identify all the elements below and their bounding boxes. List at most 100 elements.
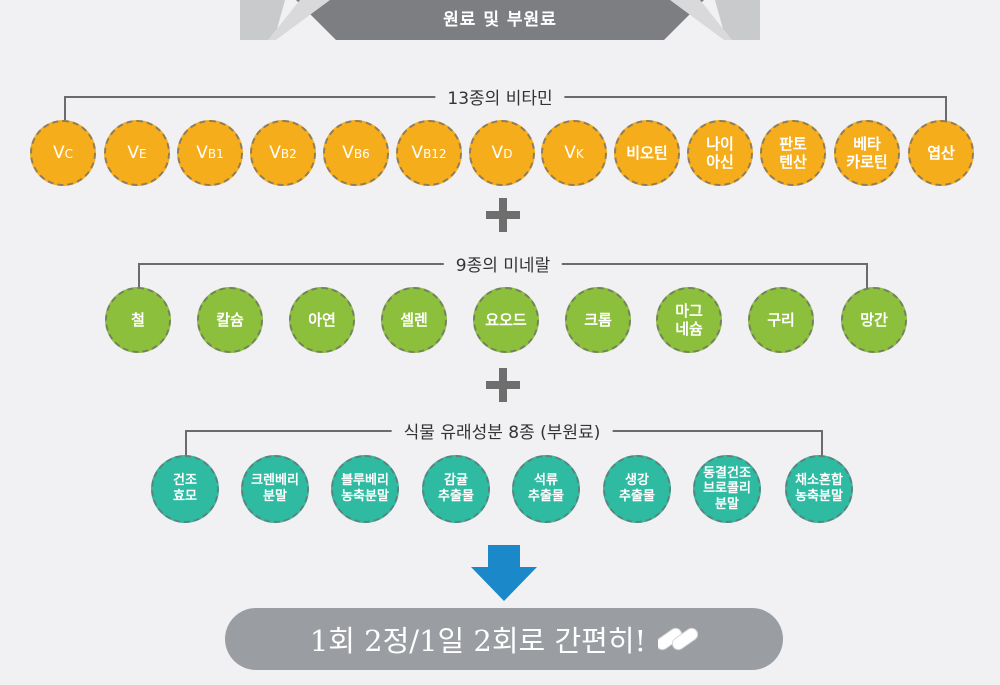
minerals-label: 아연 <box>308 311 336 329</box>
plants-label-line: 분말 <box>715 496 739 512</box>
plants-label: 동결건조 브로콜리 분말 <box>703 466 751 513</box>
vitamin-letter: V <box>127 142 140 163</box>
vitamins-label-line: 비오틴 <box>626 144 668 162</box>
plants-label-line: 크렌베리 <box>251 473 299 489</box>
vitamin-subscript: B2 <box>280 146 297 161</box>
plants-label-line: 블루베리 <box>341 473 389 489</box>
vitamin-subscript: E <box>139 146 147 161</box>
minerals-label-line: 망간 <box>860 311 888 329</box>
minerals-label: 철 <box>131 311 145 329</box>
vitamins-label-line: 엽산 <box>927 144 955 162</box>
banner-title: 원료 및 부원료 <box>443 10 557 30</box>
plants-label: 채소혼합 농축분말 <box>795 473 843 504</box>
vitamins-label: 베타 카로틴 <box>846 135 887 171</box>
vitamin-letter: V <box>491 142 504 163</box>
minerals-circle: 셀렌 <box>381 287 447 353</box>
minerals-circle: 크롬 <box>565 287 631 353</box>
vitamins-circle: 베타 카로틴 <box>834 120 900 186</box>
plants-circle: 건조 효모 <box>151 455 219 523</box>
plants-label-line: 분말 <box>263 489 287 504</box>
vitamins-label-line: 카로틴 <box>846 153 888 171</box>
plants-label-line: 채소혼합 <box>795 473 843 489</box>
plants-circle: 감귤 추출물 <box>422 455 490 523</box>
minerals-circle: 구리 <box>748 287 814 353</box>
plants-circle: 생강 추출물 <box>603 455 671 523</box>
vitamins-circle: VK <box>541 120 607 186</box>
vitamins-circle: 나이 아신 <box>687 120 753 186</box>
plants-label-line: 동결건조 <box>703 465 751 481</box>
vitamins-label: 비오틴 <box>626 144 667 162</box>
vitamins-label: 엽산 <box>927 144 955 162</box>
minerals-label: 구리 <box>767 311 795 329</box>
plants-label-line: 농축분말 <box>795 489 843 504</box>
plants-label-line: 추출물 <box>619 489 655 504</box>
minerals-label: 망간 <box>860 311 888 329</box>
vitamins-label: VE <box>127 143 146 163</box>
plants-label: 생강 추출물 <box>619 473 655 504</box>
vitamin-letter: V <box>342 142 354 163</box>
down-arrow-icon <box>471 545 537 601</box>
minerals-circle: 칼슘 <box>197 287 263 353</box>
vitamins-label: VK <box>564 143 584 163</box>
minerals-label: 크롬 <box>584 311 612 329</box>
vitamin-subscript: D <box>503 146 513 161</box>
minerals-circle: 아연 <box>289 287 355 353</box>
plants-label: 블루베리 농축분말 <box>341 473 389 504</box>
minerals-circle: 마그 네슘 <box>656 287 722 353</box>
vitamin-subscript: B1 <box>207 146 224 161</box>
plants-label: 건조 효모 <box>173 473 197 504</box>
plants-circle: 채소혼합 농축분말 <box>785 455 853 523</box>
vitamin-subscript: C <box>64 146 74 161</box>
plus-icon <box>484 196 522 234</box>
minerals-label-line: 칼슘 <box>216 311 244 329</box>
vitamin-subscript: B6 <box>353 146 370 161</box>
vitamins-title: 13종의 비타민 <box>435 84 565 109</box>
plants-label-line: 추출물 <box>528 489 564 504</box>
vitamins-label: 판토 텐산 <box>779 135 807 171</box>
plants-circle: 크렌베리 분말 <box>241 455 309 523</box>
minerals-label-line: 마그 <box>675 302 703 320</box>
vitamins-circle: VE <box>104 120 170 186</box>
minerals-label-line: 네슘 <box>675 320 703 338</box>
vitamins-label-line: 텐산 <box>779 153 807 171</box>
minerals-title: 9종의 미네랄 <box>443 251 563 276</box>
vitamin-letter: V <box>411 142 424 163</box>
header-banner: 원료 및 부원료 <box>240 0 760 44</box>
plants-circle: 블루베리 농축분말 <box>331 455 399 523</box>
plants-circle: 동결건조 브로콜리 분말 <box>693 455 761 523</box>
plants-circle: 석류 추출물 <box>512 455 580 523</box>
vitamins-label: VB6 <box>342 143 370 163</box>
vitamins-label-line: 판토 <box>779 135 807 153</box>
minerals-label-line: 아연 <box>308 311 336 329</box>
vitamins-label: VD <box>492 143 513 163</box>
plants-label-line: 건조 <box>173 473 197 489</box>
plants-label-line: 석류 <box>534 473 558 489</box>
vitamins-circle: VB6 <box>323 120 389 186</box>
plants-title: 식물 유래성분 8종 (부원료) <box>391 418 613 443</box>
minerals-circle: 철 <box>105 287 171 353</box>
plants-label-line: 감귤 <box>444 473 468 489</box>
vitamin-subscript: K <box>575 146 584 161</box>
minerals-label-line: 크롬 <box>584 311 612 329</box>
plants-label: 크렌베리 분말 <box>251 473 299 504</box>
minerals-label: 셀렌 <box>400 311 428 329</box>
vitamins-circle: 비오틴 <box>614 120 680 186</box>
plants-label-line: 브로콜리 <box>703 481 751 497</box>
vitamins-label-line: 나이 <box>706 135 734 153</box>
vitamins-circle: VB12 <box>396 120 462 186</box>
vitamins-label-line: 아신 <box>706 153 734 171</box>
result-text: 1회 2정/1일 2회로 간편히! <box>309 624 647 658</box>
minerals-label: 칼슘 <box>216 311 244 329</box>
vitamins-circle: VB1 <box>177 120 243 186</box>
plants-label: 석류 추출물 <box>528 473 564 504</box>
plus-icon <box>484 366 522 404</box>
banner-shape <box>240 0 760 40</box>
vitamins-label: VB12 <box>411 143 446 163</box>
vitamin-letter: V <box>52 142 65 163</box>
plants-label-line: 농축분말 <box>341 489 389 504</box>
vitamin-subscript: B12 <box>423 146 447 161</box>
vitamin-letter: V <box>564 142 576 163</box>
vitamins-circle: VD <box>469 120 535 186</box>
plants-label: 감귤 추출물 <box>438 473 474 504</box>
minerals-circle: 요오드 <box>473 287 539 353</box>
